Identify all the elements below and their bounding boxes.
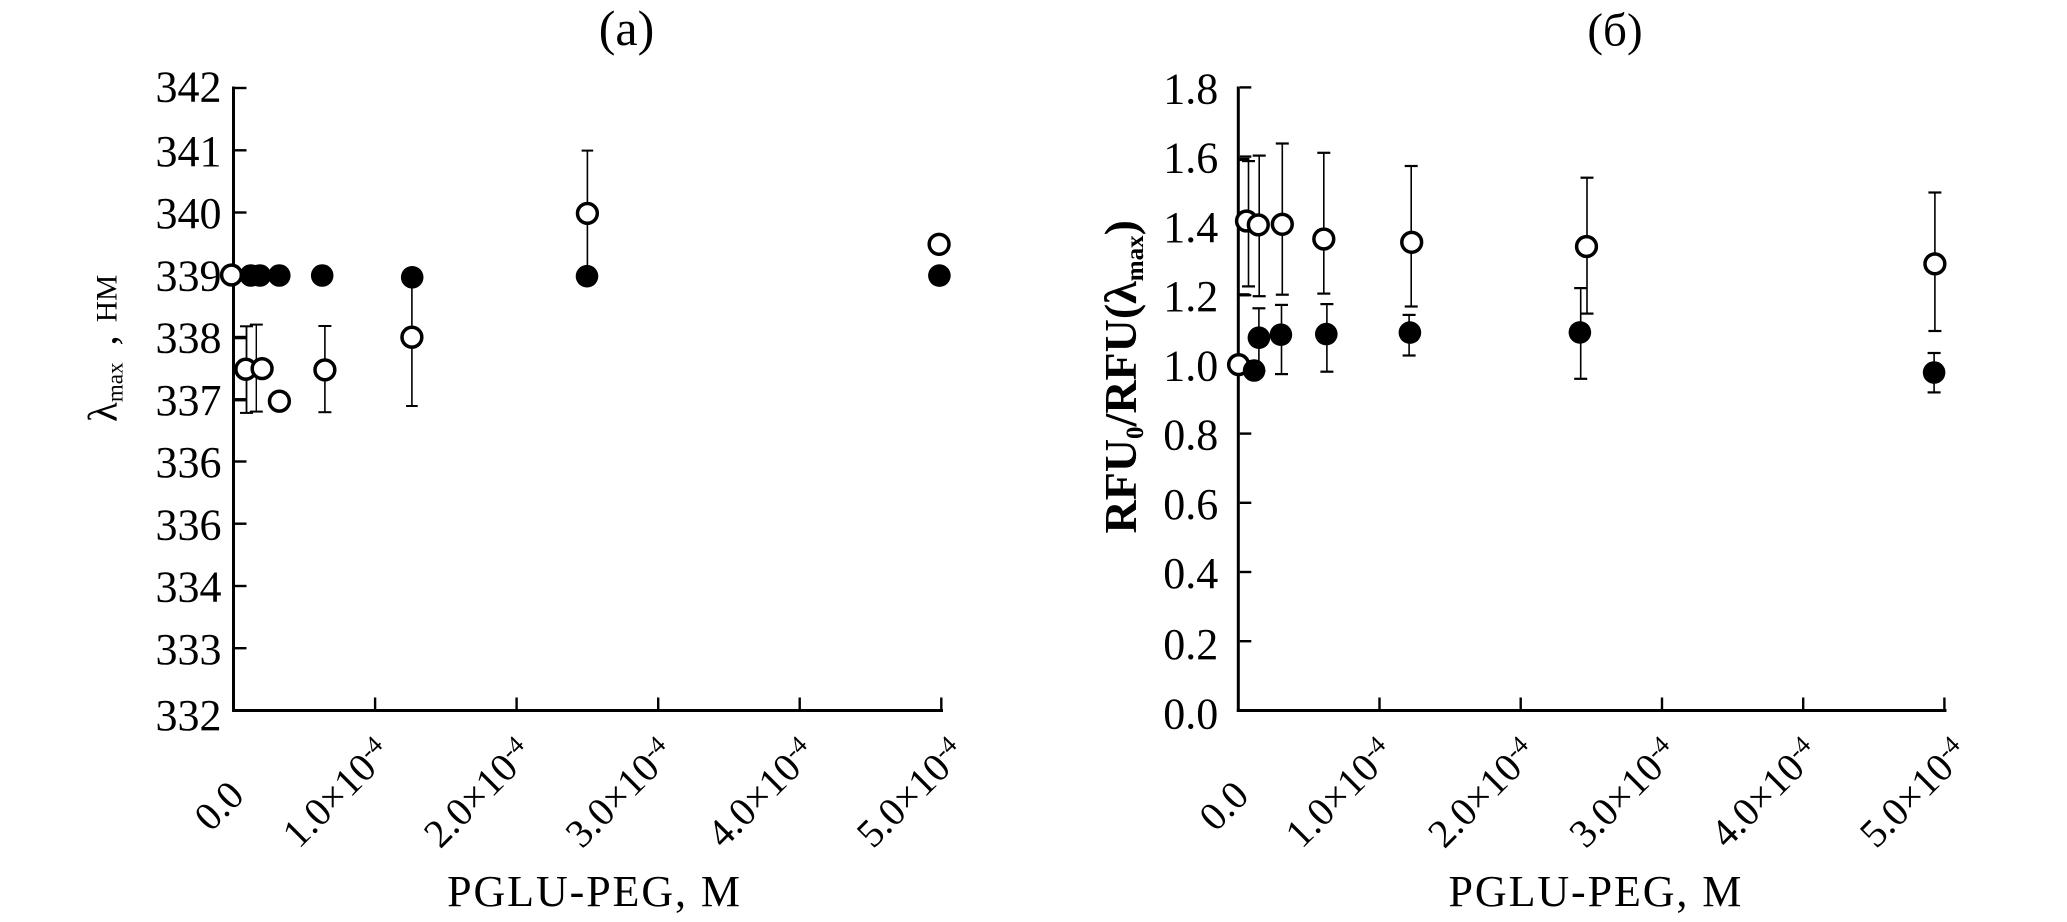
- svg-text:0.4: 0.4: [1163, 549, 1218, 598]
- svg-text:333: 333: [156, 625, 222, 674]
- svg-text:342: 342: [156, 62, 222, 111]
- svg-text:336: 336: [156, 438, 222, 487]
- svg-text:1.0: 1.0: [1163, 341, 1218, 390]
- svg-text:PGLU-PEG, M: PGLU-PEG, M: [447, 867, 742, 916]
- svg-text:340: 340: [156, 189, 222, 238]
- svg-text:0.8: 0.8: [1163, 411, 1218, 460]
- svg-text:0.0: 0.0: [1163, 690, 1218, 739]
- svg-text:334: 334: [156, 563, 222, 612]
- svg-text:336: 336: [156, 500, 222, 549]
- svg-text:1.2: 1.2: [1163, 272, 1218, 321]
- svg-text:338: 338: [156, 314, 222, 363]
- svg-text:PGLU-PEG, M: PGLU-PEG, M: [1449, 867, 1744, 916]
- svg-text:(a): (a): [599, 0, 655, 56]
- svg-text:337: 337: [156, 376, 222, 425]
- svg-text:(б): (б): [1587, 5, 1642, 57]
- svg-text:341: 341: [156, 127, 222, 176]
- svg-text:1.6: 1.6: [1163, 134, 1218, 183]
- svg-text:0.6: 0.6: [1163, 480, 1218, 529]
- svg-text:332: 332: [156, 691, 222, 740]
- svg-text:1.4: 1.4: [1163, 203, 1218, 252]
- svg-text:339: 339: [156, 251, 222, 300]
- svg-text:1.8: 1.8: [1163, 65, 1218, 114]
- svg-text:0.2: 0.2: [1163, 620, 1218, 669]
